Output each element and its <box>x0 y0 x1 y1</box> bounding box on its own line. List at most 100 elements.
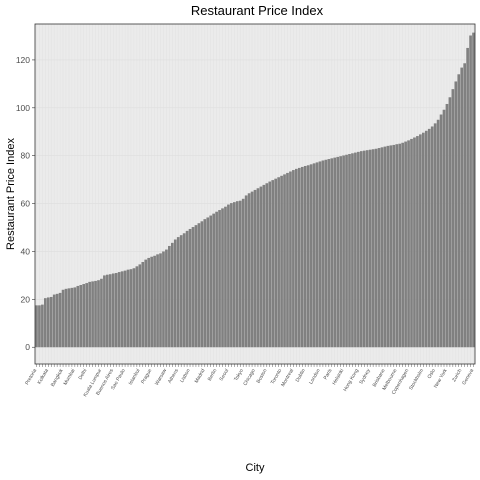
bar <box>120 271 124 348</box>
bar <box>153 255 156 348</box>
x-tick-label: London <box>308 368 322 386</box>
x-tick-label: Dublin <box>295 368 307 383</box>
bar <box>300 166 304 348</box>
x-tick-label: Hong Kong <box>342 368 360 393</box>
bar <box>274 178 277 348</box>
bar <box>333 157 337 348</box>
x-tick-label: Boston <box>256 368 269 385</box>
bar <box>289 171 292 348</box>
bar <box>359 151 363 348</box>
bar <box>194 225 198 348</box>
bar <box>256 188 260 348</box>
bar <box>259 186 263 348</box>
bar <box>117 272 121 348</box>
y-tick-label: 20 <box>21 294 31 304</box>
bar <box>150 256 153 348</box>
bar <box>230 203 233 348</box>
bar <box>209 215 213 348</box>
bar <box>336 156 340 348</box>
bar <box>176 237 180 348</box>
x-tick-label: Oslo <box>427 368 437 380</box>
bar <box>70 287 74 348</box>
bar <box>88 281 91 348</box>
bar <box>463 63 466 348</box>
bar <box>424 130 428 348</box>
bar <box>250 191 254 348</box>
y-tick-label: 60 <box>21 199 31 209</box>
bar <box>94 280 97 348</box>
bar <box>354 152 357 348</box>
bar <box>395 144 399 348</box>
x-tick-label: Chicago <box>242 368 256 387</box>
bar <box>221 208 224 348</box>
y-tick-label: 0 <box>25 342 30 352</box>
bar <box>383 146 387 348</box>
bar <box>271 180 275 348</box>
bar <box>466 47 469 348</box>
bar <box>380 147 384 348</box>
bar <box>247 193 251 348</box>
bar <box>100 278 103 348</box>
bar <box>365 150 369 348</box>
x-tick-label: Istanbul <box>128 368 142 386</box>
bar <box>85 283 89 348</box>
bar <box>106 274 109 348</box>
bar <box>41 304 44 348</box>
bar <box>179 235 183 348</box>
bar <box>433 123 437 348</box>
bar <box>241 198 245 348</box>
bar <box>79 284 83 348</box>
bar <box>182 233 186 348</box>
bar <box>91 281 94 348</box>
y-tick-label: 40 <box>21 246 31 256</box>
bar <box>421 132 425 348</box>
bar <box>339 156 342 348</box>
bar <box>374 148 378 348</box>
bar <box>303 165 307 348</box>
x-tick-label: Helsinki <box>331 368 345 386</box>
bar <box>321 160 325 348</box>
bar <box>82 284 86 348</box>
bar <box>292 170 295 348</box>
bar <box>439 114 443 348</box>
bar <box>52 294 56 348</box>
bar <box>345 154 348 348</box>
bar <box>448 97 452 348</box>
bar <box>44 298 47 348</box>
bar <box>227 204 230 348</box>
bar <box>413 137 416 348</box>
x-tick-label: Sydney <box>358 368 372 386</box>
bar <box>410 138 413 348</box>
bar <box>445 103 449 348</box>
x-tick-label: Madrid <box>194 368 207 384</box>
bar <box>49 296 53 348</box>
bar <box>244 195 248 348</box>
bar <box>212 213 215 348</box>
bar <box>472 32 475 348</box>
x-tick-label: Paris <box>323 368 334 381</box>
bar <box>206 217 210 348</box>
bar <box>286 172 289 348</box>
bar <box>46 297 50 348</box>
bar <box>61 289 65 348</box>
x-tick-label: Athens <box>167 368 180 385</box>
bar <box>55 293 59 348</box>
bar <box>191 227 195 348</box>
bar <box>348 154 351 348</box>
bar <box>401 142 404 348</box>
bar <box>203 219 207 348</box>
bar <box>283 174 286 348</box>
bar <box>197 223 201 348</box>
bar <box>460 67 464 348</box>
bar <box>362 150 366 348</box>
bar <box>419 134 422 348</box>
bar <box>436 119 440 348</box>
bar <box>73 287 77 348</box>
bar <box>368 149 372 348</box>
bar <box>170 242 174 348</box>
x-tick-label: Delhi <box>78 368 89 381</box>
bar <box>238 200 242 348</box>
x-tick-label: Berlin <box>207 368 219 382</box>
bar <box>457 74 461 348</box>
